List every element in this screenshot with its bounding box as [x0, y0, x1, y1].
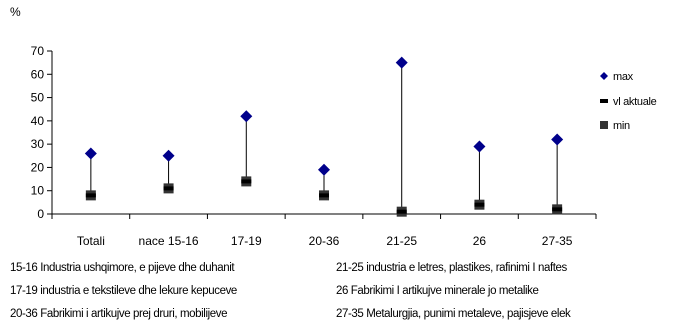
- current-value-point: [552, 207, 563, 212]
- y-tick-label: 10: [31, 184, 45, 198]
- footnote-17-19: 17-19 industria e tekstileve dhe lekure …: [10, 285, 237, 297]
- x-tick-label: 21-25: [386, 234, 417, 248]
- max-point: [395, 56, 408, 69]
- y-tick-label: 0: [37, 207, 44, 221]
- x-tick-label: nace 15-16: [139, 234, 199, 248]
- max-point: [84, 147, 97, 160]
- max-point: [162, 149, 175, 162]
- footnote-26: 26 Fabrikimi I artikujve minerale jo met…: [336, 285, 539, 297]
- x-tick-label: 20-36: [309, 234, 340, 248]
- x-tick-label: 26: [473, 234, 487, 248]
- legend-current-marker: [600, 99, 608, 103]
- y-unit-label: %: [10, 5, 21, 19]
- current-value-point: [396, 209, 407, 214]
- chart: % 0 10 20 30 40 50 60 70 Totali nace 15-16 17-19 20-…: [10, 5, 657, 248]
- current-value-point: [163, 186, 174, 191]
- current-value-point: [85, 193, 96, 198]
- y-tick-label: 40: [31, 114, 45, 128]
- chart-svg: % 0 10 20 30 40 50 60 70 Totali nace 15-16 17-19 20-…: [10, 5, 657, 248]
- footnotes: 15-16 Industria ushqimore, e pijeve dhe …: [0, 262, 678, 330]
- max-point: [318, 163, 330, 176]
- max-point: [240, 110, 253, 123]
- y-tick-label: 30: [31, 137, 45, 151]
- legend-max-label: max: [613, 71, 634, 83]
- footnote-27-35: 27-35 Metalurgjia, punimi metaleve, paji…: [336, 308, 571, 320]
- y-tick-label: 60: [31, 67, 45, 81]
- current-value-point: [474, 202, 485, 207]
- legend-max-marker: [600, 72, 608, 80]
- y-tick-label: 70: [31, 44, 45, 58]
- x-tick-label: 17-19: [231, 234, 262, 248]
- current-value-point: [241, 179, 252, 184]
- legend-min-marker: [600, 121, 608, 129]
- footnote-15-16: 15-16 Industria ushqimore, e pijeve dhe …: [10, 262, 235, 274]
- y-tick-label: 50: [31, 91, 45, 105]
- footnote-20-36: 20-36 Fabrikimi i artikujve prej druri, …: [10, 308, 228, 320]
- x-tick-label: 27-35: [542, 234, 573, 248]
- legend-min-label: min: [613, 120, 630, 132]
- current-value-point: [319, 193, 329, 198]
- max-point: [551, 133, 564, 146]
- y-tick-label: 20: [31, 160, 45, 174]
- max-point: [473, 140, 486, 153]
- footnote-21-25: 21-25 industria e letres, plastikes, raf…: [336, 262, 567, 274]
- legend-current-label: vl aktuale: [613, 96, 657, 108]
- x-tick-label: Totali: [77, 234, 105, 248]
